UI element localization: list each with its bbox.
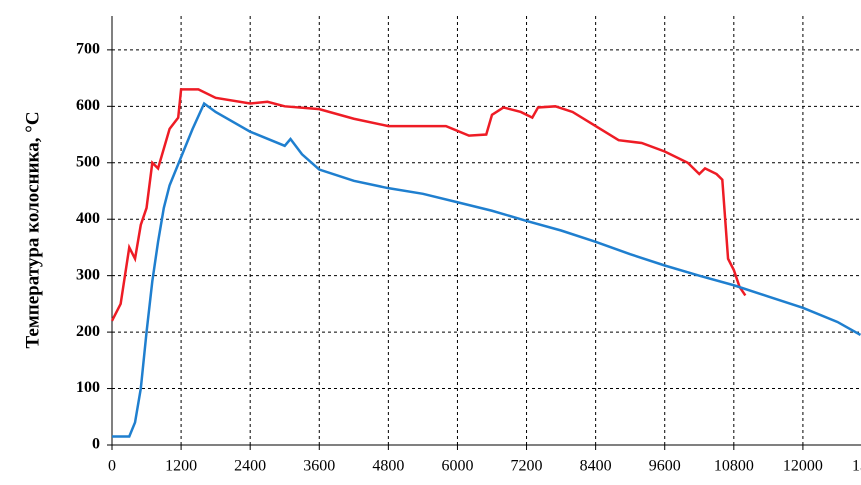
x-tick-label: 3600 <box>303 458 335 475</box>
x-tick-label: 7200 <box>511 458 543 475</box>
y-tick-label: 100 <box>76 379 100 396</box>
x-tick-label: 9600 <box>649 458 681 475</box>
x-tick-label: 13200 <box>852 458 861 475</box>
data-line <box>112 101 861 438</box>
y-tick-label: 0 <box>92 436 100 453</box>
y-tick-label: 300 <box>76 266 100 283</box>
data-line <box>110 88 747 322</box>
x-tick-label: 8400 <box>580 458 612 475</box>
y-axis-label: Температура колосника, °С <box>22 111 43 348</box>
x-tick-label: 2400 <box>234 458 266 475</box>
x-tick-label: 6000 <box>441 458 473 475</box>
x-tick-label: 4800 <box>372 458 404 475</box>
x-tick-label: 1200 <box>165 458 197 475</box>
y-tick-label: 400 <box>76 210 100 227</box>
y-tick-label: 200 <box>76 323 100 340</box>
x-tick-label: 10800 <box>714 458 754 475</box>
y-tick-label: 600 <box>76 97 100 114</box>
x-tick-label: 0 <box>108 458 116 475</box>
x-tick-label: 12000 <box>783 458 823 475</box>
y-tick-label: 500 <box>76 153 100 170</box>
y-tick-label: 700 <box>76 41 100 58</box>
